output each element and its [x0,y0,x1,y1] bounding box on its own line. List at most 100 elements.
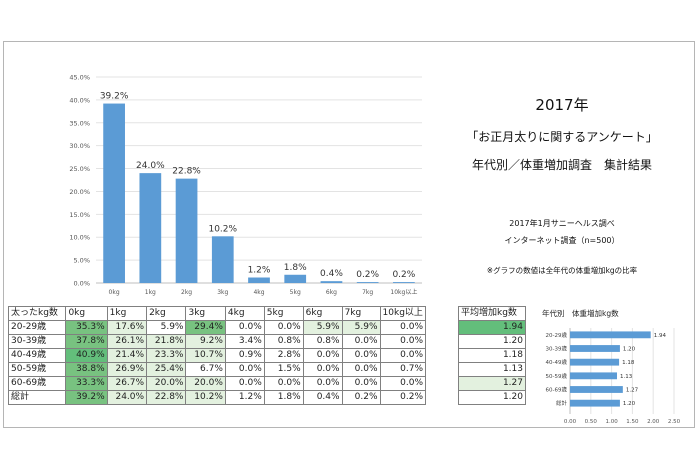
bar-data-label: 10.2% [208,224,237,234]
table-cell: 0.8% [263,334,304,349]
y-category-label: 30-39歳 [546,345,568,353]
average-header-cell: 平均増加kg数 [458,306,526,321]
table-row: 1.20 [458,390,526,405]
average-gain-by-age-chart: 年代別 体重増加kg数 20-29歳 30-39歳 40-49歳 50-59歳 60-6… [542,308,681,425]
table-cell: 0.0% [341,334,381,349]
bar-data-label: 39.2% [100,92,129,102]
bar-data-label: 1.27 [626,388,639,394]
y-tick-label: 20.0% [69,188,90,196]
table-header-cell: 1kg [106,306,148,321]
table-cell: 6.7% [185,362,226,377]
y-tick-label: 40.0% [69,96,90,104]
y-tick-label: 5.0% [73,257,90,265]
table-cell: 5.9% [341,320,381,335]
y-category-label: 総計 [556,399,568,407]
table-cell: 5.9% [302,320,343,335]
table-cell: 3.4% [224,334,265,349]
bar [284,274,307,283]
y-category-label: 40-49歳 [546,358,568,366]
y-tick-label: 15.0% [69,211,90,219]
table-cell: 1.5% [263,362,304,377]
table-cell: 22.8% [146,390,187,405]
table-cell: 0.0% [302,362,343,377]
table-header-cell: 2kg [146,306,187,321]
survey-method: インターネット調査（n=500） [504,236,620,245]
average-cell: 1.94 [458,320,526,335]
table-cell: 17.6% [106,320,148,335]
table-cell: 0.2% [379,390,427,405]
bar [356,282,379,283]
average-gain-table: 平均増加kg数 1.94 1.20 1.18 1.13 1.27 1.20 [458,306,526,405]
bar-data-label: 0.2% [392,270,415,280]
bar-data-label: 1.2% [248,266,271,276]
x-tick-label: 7kg [362,289,373,296]
bar-data-label: 1.8% [284,263,307,273]
y-category-label: 20-29歳 [546,331,568,339]
y-tick-label: 0.0% [73,280,90,288]
table-cell: 0.0% [379,376,427,391]
table-cell: 26.7% [106,376,148,391]
table-row: 40-49歳 40.9% 21.4% 23.3% 10.7% 0.9% 2.8% 0.0% 0.… [7,348,427,363]
table-cell: 23.3% [146,348,187,363]
table-cell: 20.0% [146,376,187,391]
x-tick-label: 2.00 [647,419,660,425]
table-header-cell: 6kg [302,306,343,321]
bar-data-label: 1.20 [623,347,636,353]
table-cell: 26.1% [106,334,148,349]
y-tick-label: 45.0% [69,74,90,82]
bar [393,282,415,283]
bar [570,331,651,339]
table-cell: 0.4% [302,390,343,405]
x-tick-label: 2.50 [668,419,681,425]
table-cell: 0.0% [224,362,265,377]
x-tick-label: 1kg [145,289,156,296]
table-header-row: 太ったkg数 0kg 1kg 2kg 3kg 4kg 5kg 6kg 7kg 10kg以上 [7,306,427,321]
table-row: 60-69歳 33.3% 26.7% 20.0% 20.0% 0.0% 0.0% 0.0% 0.… [7,376,427,391]
table-row: 1.18 [458,348,526,363]
table-cell: 0.2% [341,390,381,405]
table-row: 1.27 [458,376,526,391]
table-row: 20-29歳 35.3% 17.6% 5.9% 29.4% 0.0% 0.0% 5.9% 5.9… [7,320,427,335]
small-chart-title: 年代別 体重増加kg数 [542,308,619,318]
table-row: 総計 39.2% 24.0% 22.8% 10.2% 1.2% 1.8% 0.4% 0.2% 0.… [7,390,427,405]
average-cell: 1.20 [458,334,526,349]
y-tick-label: 25.0% [69,165,90,173]
table-header-cell: 4kg [224,306,265,321]
x-tick-label: 1.00 [605,419,618,425]
bar [570,345,620,352]
table-row: 1.94 [458,320,526,335]
table-cell: 37.8% [65,334,108,349]
x-tick-label: 4kg [253,289,264,296]
table-cell: 0.9% [224,348,265,363]
table-header-cell: 太ったkg数 [7,306,67,321]
x-tick-label: 5kg [290,289,301,296]
bar [570,372,618,380]
bar [139,173,162,283]
table-cell: 39.2% [65,390,108,405]
table-cell: 1.2% [224,390,265,405]
table-header-cell: 0kg [65,306,108,321]
bar-data-label: 0.2% [356,270,379,280]
table-cell: 35.3% [65,320,108,335]
bar-data-label: 22.8% [172,167,201,177]
report-year: 2017年 [535,96,589,114]
x-tick-label: 3kg [217,289,228,296]
bar-data-label: 1.20 [623,401,636,407]
table-cell: 5.9% [146,320,187,335]
bar [320,281,343,283]
table-cell: 10.2% [185,390,226,405]
report-frame: 39.2% 24.0% 22.8% 10.2% 1.2% 1.8% 0.4% 0.2% 0.2%… [3,41,695,428]
table-cell: 0.0% [341,362,381,377]
average-cell: 1.27 [458,376,526,391]
row-label: 30-39歳 [7,334,67,349]
weight-gain-distribution-chart: 39.2% 24.0% 22.8% 10.2% 1.2% 1.8% 0.4% 0.2% 0.2%… [69,74,422,296]
table-header-cell: 5kg [263,306,304,321]
survey-source: 2017年1月サニーヘルス調べ [509,219,615,228]
table-cell: 2.8% [263,348,304,363]
table-cell: 40.9% [65,348,108,363]
average-cell: 1.20 [458,390,526,405]
table-cell: 0.0% [379,334,427,349]
table-cell: 9.2% [185,334,226,349]
bar [211,236,234,283]
table-header-cell: 3kg [185,306,226,321]
